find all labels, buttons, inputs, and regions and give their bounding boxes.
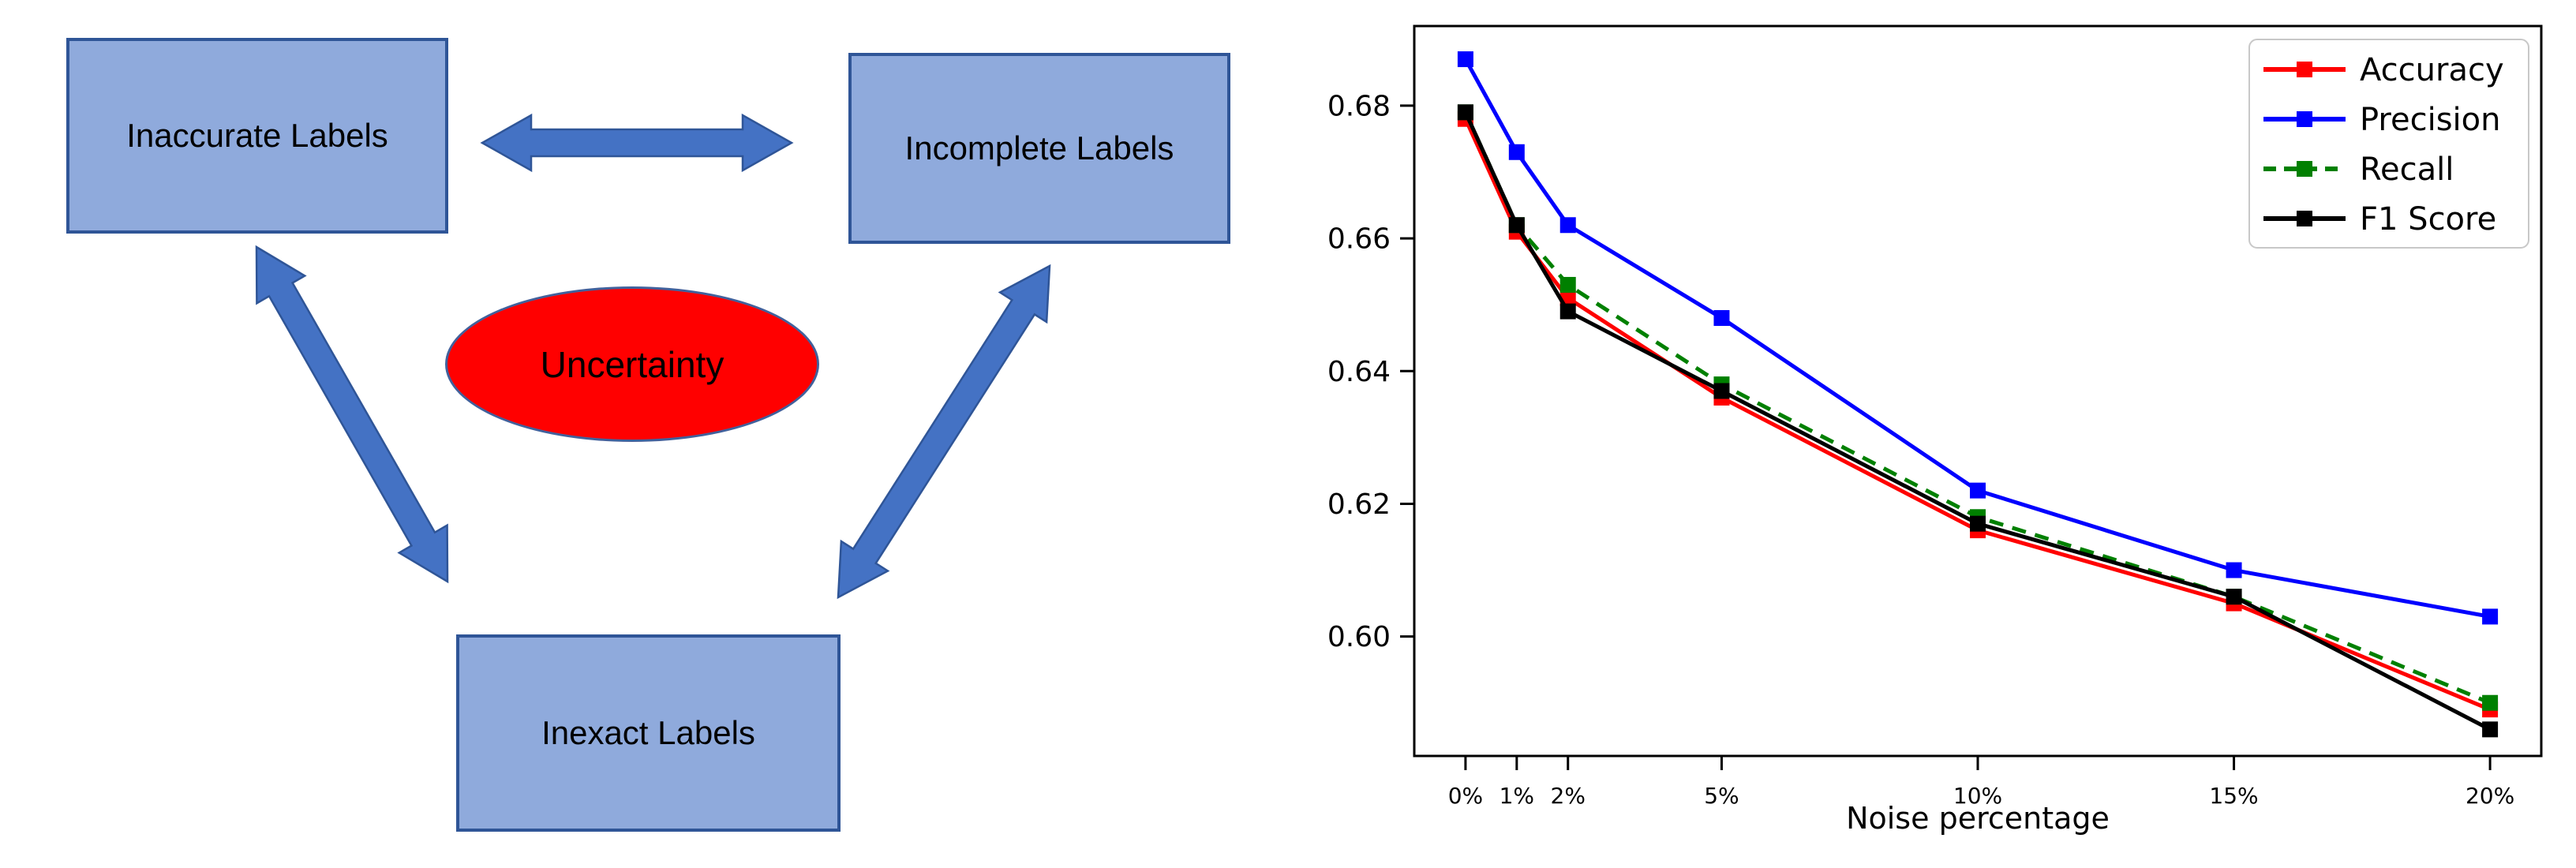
x-tick-label: 15%: [2209, 783, 2258, 809]
series-marker-recall: [2482, 694, 2499, 711]
y-tick-label: 0.64: [1327, 356, 1391, 388]
x-tick-label: 2%: [1551, 783, 1586, 809]
ellipse-uncertainty-text: Uncertainty: [540, 343, 724, 385]
series-marker-f1-score: [1713, 383, 1730, 399]
series-marker-f1-score: [1559, 303, 1576, 320]
y-tick-label: 0.62: [1327, 488, 1391, 521]
box-incomplete-labels-text: Incomplete Labels: [904, 129, 1174, 166]
series-marker-f1-score: [2482, 721, 2499, 738]
box-inaccurate-labels-text: Inaccurate Labels: [126, 117, 388, 154]
y-tick-label: 0.68: [1327, 91, 1391, 123]
metrics-vs-noise-chart: 0.60 0.62 0.64 0.66 0.68 0% 1% 2% 5% 10% 15% 20% Noi…: [1310, 0, 2576, 868]
x-tick-label: 20%: [2466, 783, 2514, 809]
diagram-arrow-layer: [255, 113, 1051, 600]
ellipse-uncertainty: Uncertainty: [445, 286, 819, 442]
y-tick-label: 0.60: [1327, 621, 1391, 653]
legend-sample-marker: [2297, 211, 2312, 226]
series-marker-precision: [1457, 51, 1473, 68]
x-tick-label: 5%: [1704, 783, 1739, 809]
legend-sample-marker: [2297, 161, 2312, 177]
legend-box: [2248, 39, 2529, 249]
legend-label: Precision: [2360, 102, 2500, 138]
series-marker-f1-score: [2226, 589, 2242, 605]
series-marker-f1-score: [1970, 515, 1986, 532]
series-marker-precision: [2482, 608, 2499, 625]
box-inexact-labels: Inexact Labels: [456, 634, 841, 832]
double-arrow-horizontal-icon: [480, 113, 794, 173]
series-marker-precision: [1713, 310, 1730, 326]
legend-label: Recall: [2360, 152, 2454, 188]
x-tick-label: 1%: [1500, 783, 1534, 809]
series-marker-precision: [1970, 482, 1986, 499]
series-marker-f1-score: [1508, 217, 1525, 234]
series-marker-f1-score: [1457, 104, 1473, 121]
x-tick-label: 10%: [1953, 783, 2002, 809]
y-tick-label: 0.66: [1327, 223, 1391, 256]
legend-label: F1 Score: [2360, 201, 2496, 238]
series-marker-precision: [1559, 217, 1576, 234]
box-incomplete-labels: Incomplete Labels: [848, 53, 1230, 244]
double-arrow-right-diagonal-icon: [837, 264, 1051, 600]
legend-sample-marker: [2297, 62, 2312, 77]
x-tick-label: 0%: [1448, 783, 1483, 809]
chart-svg: 0.60 0.62 0.64 0.66 0.68 0% 1% 2% 5% 10% 15% 20% Noi…: [1327, 24, 2543, 836]
series-marker-recall: [1559, 276, 1576, 293]
x-axis-label: Noise percentage: [1846, 801, 2110, 836]
double-arrow-left-diagonal-icon: [255, 245, 449, 584]
box-inaccurate-labels: Inaccurate Labels: [66, 38, 448, 234]
series-marker-precision: [1508, 144, 1525, 160]
box-inexact-labels-text: Inexact Labels: [541, 714, 755, 751]
legend-label: Accuracy: [2360, 52, 2504, 88]
legend-sample-marker: [2297, 111, 2312, 127]
series-marker-precision: [2226, 562, 2242, 578]
